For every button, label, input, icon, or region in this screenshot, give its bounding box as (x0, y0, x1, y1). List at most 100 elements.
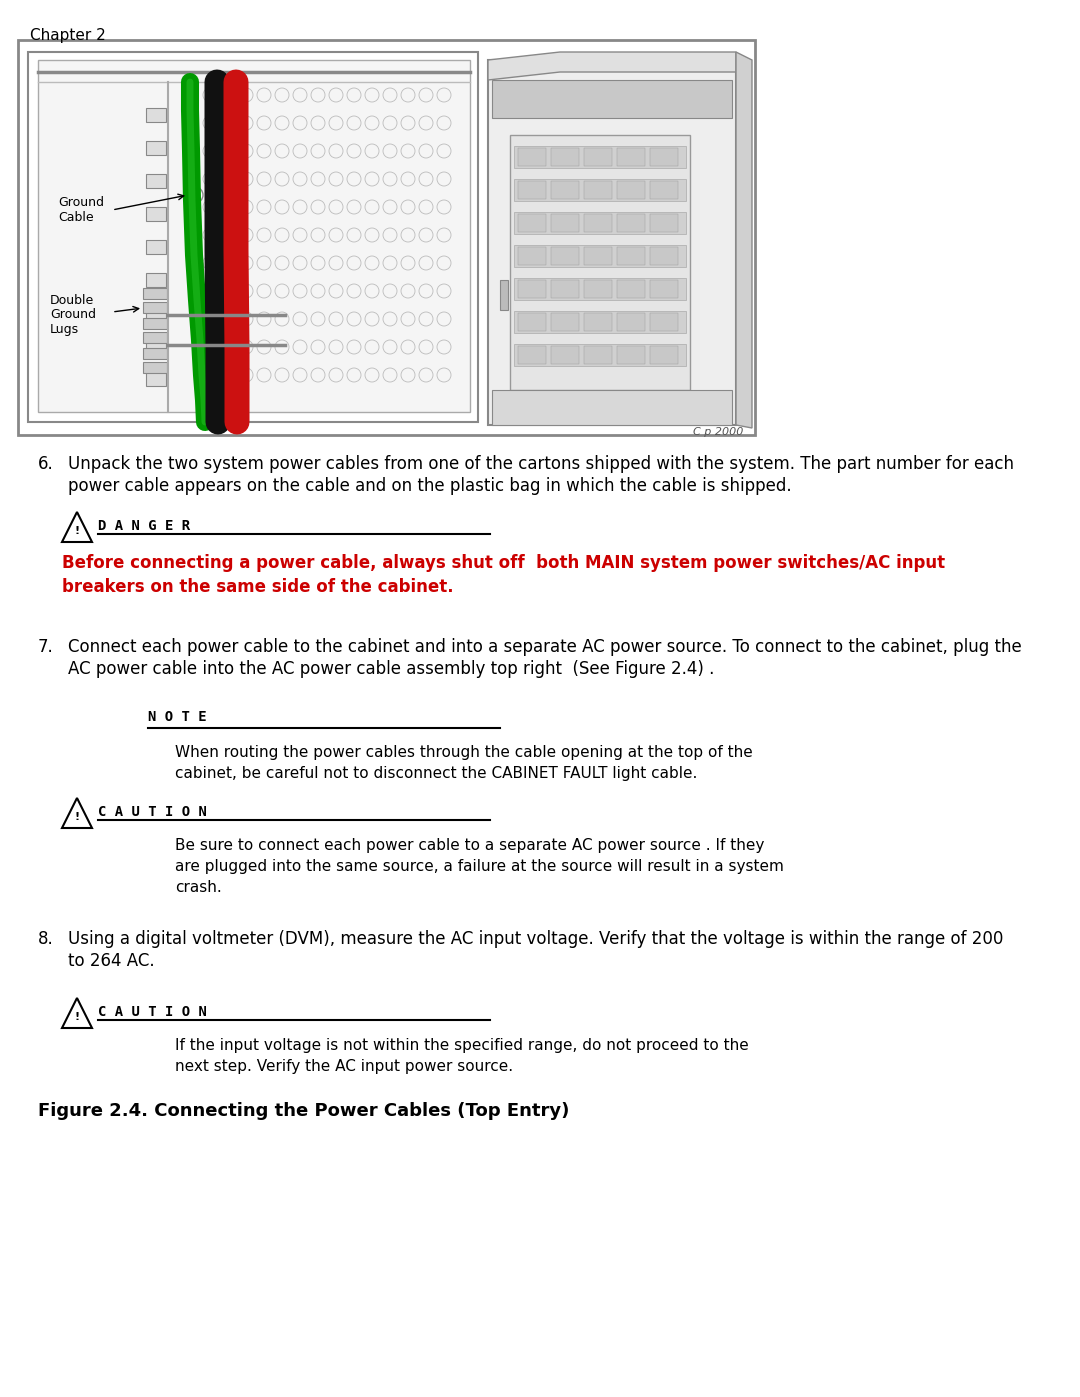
Bar (146, 175, 166, 189)
Bar (650, 182, 678, 198)
Text: If the input voltage is not within the specified range, do not proceed to the: If the input voltage is not within the s… (175, 1038, 748, 1053)
Text: power cable appears on the cable and on the plastic bag in which the cable is sh: power cable appears on the cable and on … (68, 476, 792, 495)
Bar (514, 278, 686, 300)
Bar (146, 339, 166, 353)
Bar (584, 247, 612, 265)
Bar (584, 214, 612, 232)
Text: 8.: 8. (38, 930, 54, 949)
Bar (492, 390, 732, 425)
Polygon shape (62, 798, 92, 828)
Bar (500, 279, 508, 310)
Text: Double
Ground
Lugs: Double Ground Lugs (50, 293, 96, 337)
Text: to 264 AC.: to 264 AC. (68, 951, 154, 970)
FancyBboxPatch shape (28, 52, 478, 422)
Bar (514, 179, 686, 201)
Bar (650, 214, 678, 232)
Bar (650, 313, 678, 331)
Text: AC power cable into the AC power cable assembly top right  (See Figure 2.4) .: AC power cable into the AC power cable a… (68, 659, 714, 678)
Text: !: ! (75, 1013, 80, 1023)
Bar (584, 148, 612, 166)
Text: C p 2000: C p 2000 (692, 427, 743, 437)
Text: Chapter 2: Chapter 2 (30, 28, 106, 43)
Bar (617, 182, 645, 198)
Text: C A U T I O N: C A U T I O N (98, 1004, 207, 1018)
Bar (146, 272, 166, 286)
Bar (492, 80, 732, 117)
Bar (518, 182, 546, 198)
Text: next step. Verify the AC input power source.: next step. Verify the AC input power sou… (175, 1059, 513, 1074)
Bar (617, 148, 645, 166)
Bar (650, 279, 678, 298)
Text: Figure 2.4. Connecting the Power Cables (Top Entry): Figure 2.4. Connecting the Power Cables … (38, 1102, 569, 1120)
Text: breakers on the same side of the cabinet.: breakers on the same side of the cabinet… (62, 578, 454, 597)
Text: When routing the power cables through the cable opening at the top of the: When routing the power cables through th… (175, 745, 753, 760)
Bar (143, 348, 167, 359)
Bar (143, 288, 167, 299)
Bar (584, 313, 612, 331)
Bar (143, 332, 167, 344)
Bar (551, 148, 579, 166)
Bar (146, 306, 166, 320)
Bar (146, 207, 166, 221)
Circle shape (187, 257, 203, 272)
Bar (514, 212, 686, 235)
Polygon shape (735, 52, 752, 427)
Bar (617, 214, 645, 232)
Bar (518, 148, 546, 166)
Text: 7.: 7. (38, 638, 54, 657)
Text: Ground
Cable: Ground Cable (58, 196, 104, 224)
Bar (514, 312, 686, 332)
Text: 6.: 6. (38, 455, 54, 474)
Bar (518, 247, 546, 265)
Polygon shape (488, 52, 735, 80)
Bar (551, 247, 579, 265)
Bar (551, 313, 579, 331)
Bar (518, 214, 546, 232)
Bar (551, 346, 579, 365)
Bar (514, 244, 686, 267)
Text: N O T E: N O T E (148, 710, 206, 724)
Text: are plugged into the same source, a failure at the source will result in a syste: are plugged into the same source, a fail… (175, 859, 784, 875)
Bar (650, 247, 678, 265)
Bar (551, 214, 579, 232)
Polygon shape (62, 997, 92, 1028)
Text: crash.: crash. (175, 880, 221, 895)
Text: Unpack the two system power cables from one of the cartons shipped with the syst: Unpack the two system power cables from … (68, 455, 1014, 474)
Bar (617, 313, 645, 331)
FancyBboxPatch shape (38, 60, 470, 412)
Bar (617, 279, 645, 298)
Bar (518, 346, 546, 365)
Text: Before connecting a power cable, always shut off  both MAIN system power switche: Before connecting a power cable, always … (62, 555, 945, 571)
Text: Using a digital voltmeter (DVM), measure the AC input voltage. Verify that the v: Using a digital voltmeter (DVM), measure… (68, 930, 1003, 949)
Text: !: ! (75, 527, 80, 536)
Bar (143, 302, 167, 313)
FancyBboxPatch shape (488, 60, 735, 425)
Bar (143, 319, 167, 330)
Bar (143, 362, 167, 373)
Bar (584, 346, 612, 365)
Bar (584, 182, 612, 198)
Polygon shape (62, 511, 92, 542)
Bar (584, 279, 612, 298)
Text: D A N G E R: D A N G E R (98, 520, 190, 534)
Bar (617, 247, 645, 265)
Bar (551, 279, 579, 298)
Bar (146, 141, 166, 155)
Bar (514, 344, 686, 366)
Text: cabinet, be careful not to disconnect the CABINET FAULT light cable.: cabinet, be careful not to disconnect th… (175, 766, 698, 781)
Bar (146, 108, 166, 122)
Text: !: ! (75, 813, 80, 823)
Text: Be sure to connect each power cable to a separate AC power source . If they: Be sure to connect each power cable to a… (175, 838, 765, 854)
Bar (514, 147, 686, 168)
Bar (146, 240, 166, 254)
Bar (551, 182, 579, 198)
Bar (650, 346, 678, 365)
Bar (518, 279, 546, 298)
Bar (518, 313, 546, 331)
Circle shape (187, 187, 203, 203)
Text: Connect each power cable to the cabinet and into a separate AC power source. To : Connect each power cable to the cabinet … (68, 638, 1022, 657)
Bar (146, 372, 166, 386)
FancyBboxPatch shape (510, 136, 690, 390)
FancyBboxPatch shape (18, 41, 755, 434)
Text: C A U T I O N: C A U T I O N (98, 805, 207, 819)
